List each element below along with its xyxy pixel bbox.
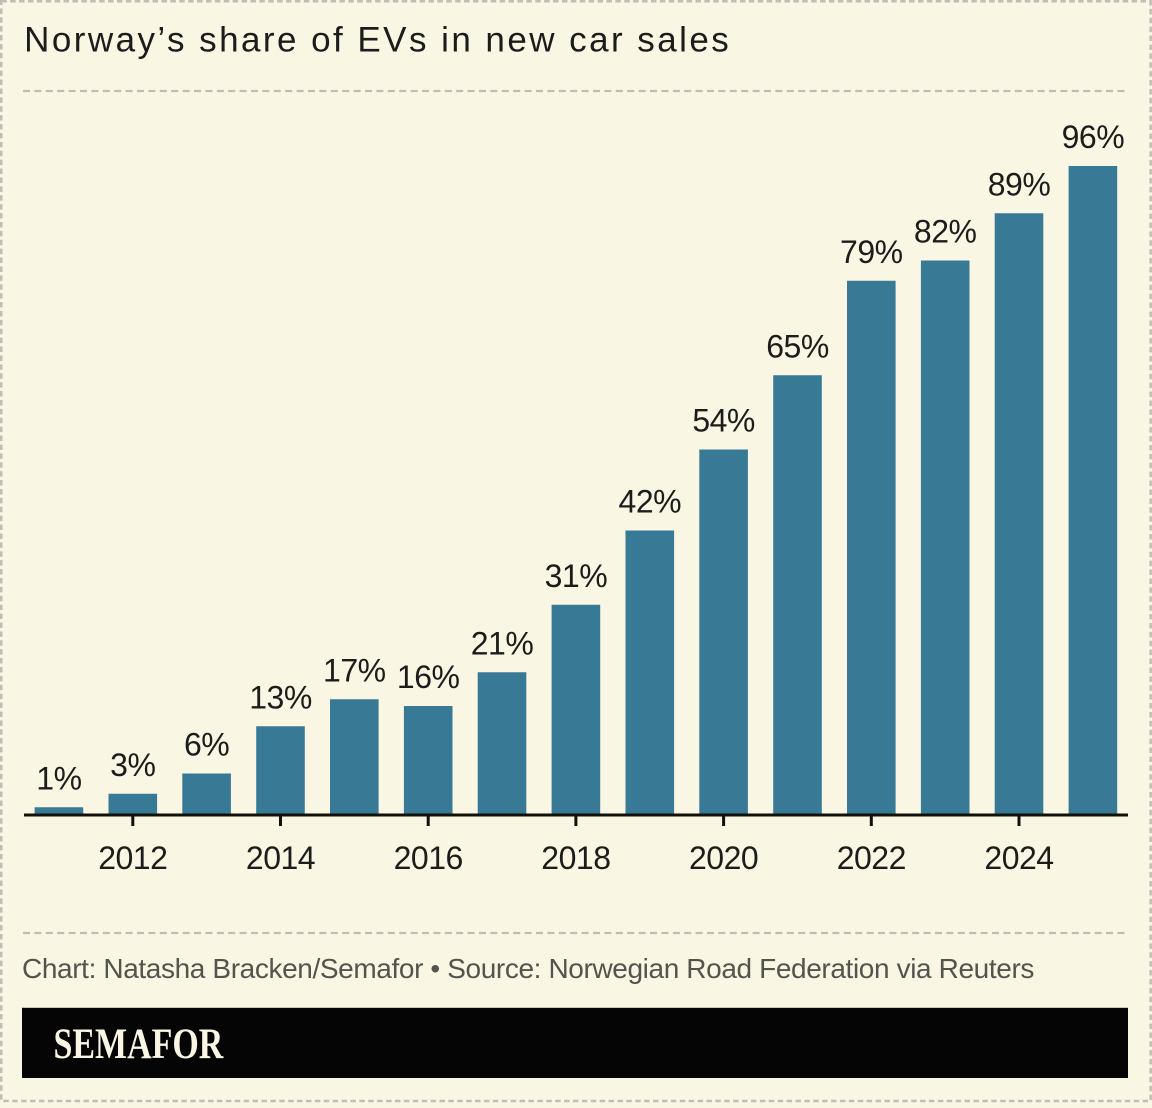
svg-text:2018: 2018 [541, 840, 610, 876]
svg-text:42%: 42% [619, 484, 682, 520]
svg-text:54%: 54% [692, 403, 755, 439]
svg-text:16%: 16% [397, 659, 460, 695]
svg-text:6%: 6% [184, 727, 229, 763]
svg-text:3%: 3% [110, 747, 155, 783]
svg-text:13%: 13% [249, 679, 312, 715]
svg-text:31%: 31% [545, 558, 608, 594]
svg-text:2016: 2016 [394, 840, 463, 876]
svg-text:96%: 96% [1062, 119, 1125, 155]
svg-text:2020: 2020 [689, 840, 758, 876]
svg-text:Chart: Natasha Bracken/Semafor: Chart: Natasha Bracken/Semafor • Source:… [22, 953, 1034, 984]
svg-text:SEMAFOR: SEMAFOR [54, 1020, 225, 1068]
svg-text:2012: 2012 [98, 840, 167, 876]
svg-text:17%: 17% [323, 652, 386, 688]
svg-text:1%: 1% [36, 760, 81, 796]
svg-text:89%: 89% [988, 166, 1051, 202]
svg-text:82%: 82% [914, 214, 977, 250]
svg-text:65%: 65% [766, 328, 829, 364]
svg-text:2024: 2024 [984, 840, 1053, 876]
svg-text:21%: 21% [471, 625, 534, 661]
svg-text:Norway’s share of EVs in new c: Norway’s share of EVs in new car sales [24, 21, 731, 60]
svg-text:2014: 2014 [246, 840, 315, 876]
svg-text:79%: 79% [840, 234, 903, 270]
svg-text:2022: 2022 [837, 840, 906, 876]
